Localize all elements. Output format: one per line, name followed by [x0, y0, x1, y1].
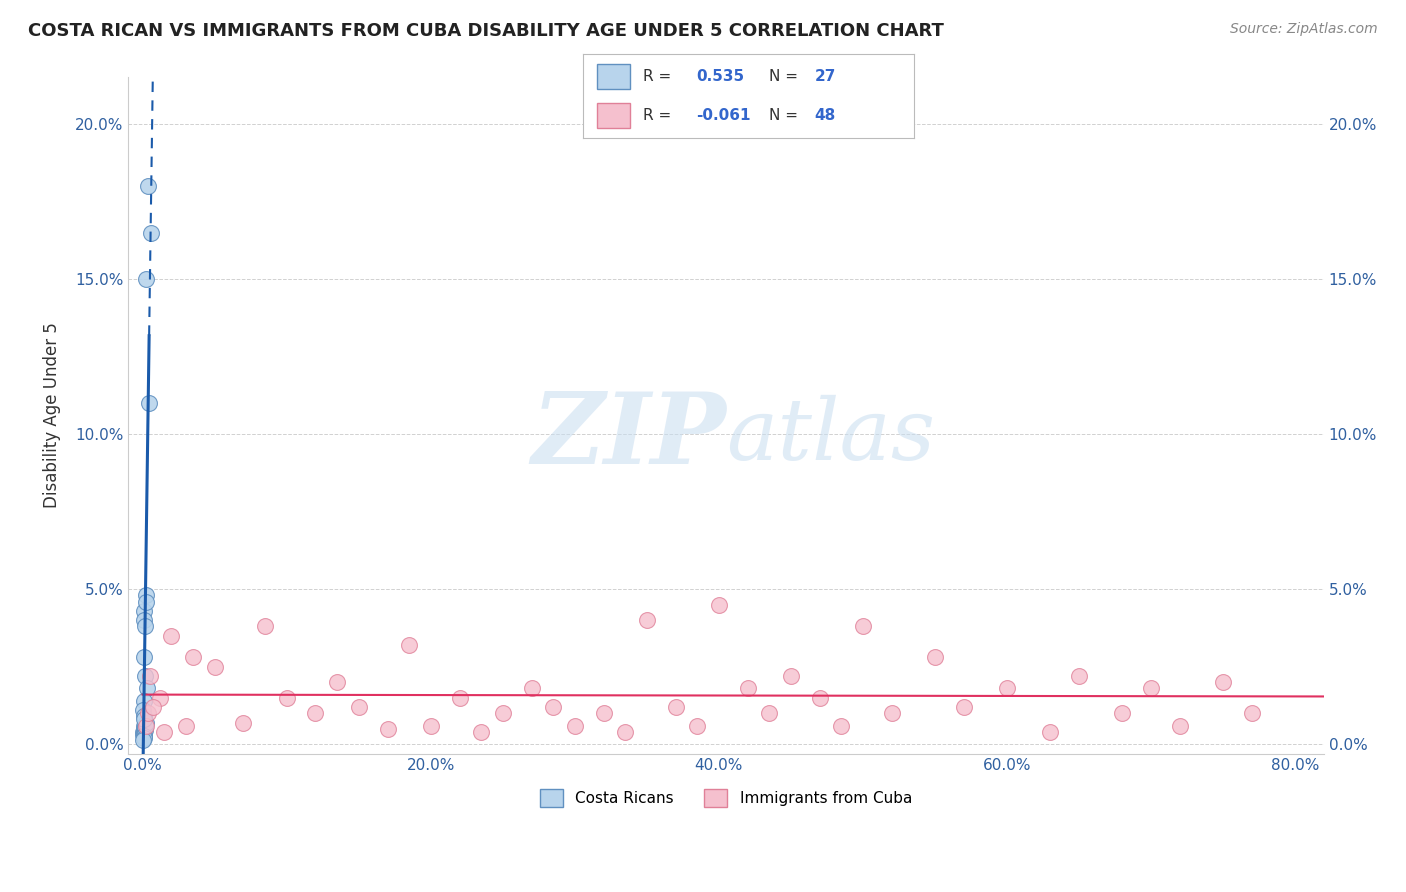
Point: [520, 681, 543, 696]
Point: [808, 690, 831, 705]
Point: [136, 179, 159, 194]
Point: [149, 690, 172, 705]
Point: [686, 718, 709, 732]
Point: [664, 700, 686, 714]
Point: [134, 650, 156, 665]
Point: [134, 720, 156, 734]
Point: [132, 709, 155, 723]
FancyBboxPatch shape: [596, 63, 630, 89]
Y-axis label: Disability Age Under 5: Disability Age Under 5: [44, 323, 60, 508]
Point: [132, 722, 155, 736]
Point: [153, 724, 176, 739]
Point: [139, 226, 162, 240]
Point: [1111, 706, 1133, 721]
Point: [132, 718, 155, 732]
Text: -0.061: -0.061: [696, 108, 751, 123]
Point: [1168, 718, 1191, 732]
Point: [232, 715, 254, 730]
Text: R =: R =: [643, 108, 676, 123]
Point: [135, 594, 157, 608]
Point: [398, 638, 420, 652]
Point: [952, 700, 974, 714]
Point: [174, 718, 197, 732]
Text: 48: 48: [815, 108, 837, 123]
Point: [830, 718, 852, 732]
Point: [132, 730, 155, 744]
Text: N =: N =: [769, 69, 803, 84]
Point: [592, 706, 614, 721]
Point: [135, 588, 157, 602]
Point: [276, 690, 298, 705]
Text: N =: N =: [769, 108, 803, 123]
Point: [134, 713, 156, 727]
Point: [304, 706, 326, 721]
Point: [254, 619, 277, 633]
Point: [138, 396, 160, 410]
FancyBboxPatch shape: [596, 103, 630, 128]
Legend: Costa Ricans, Immigrants from Cuba: Costa Ricans, Immigrants from Cuba: [534, 782, 918, 814]
Point: [204, 659, 226, 673]
Text: COSTA RICAN VS IMMIGRANTS FROM CUBA DISABILITY AGE UNDER 5 CORRELATION CHART: COSTA RICAN VS IMMIGRANTS FROM CUBA DISA…: [28, 22, 943, 40]
Point: [1039, 724, 1062, 739]
Point: [160, 629, 183, 643]
Point: [564, 718, 586, 732]
Point: [880, 706, 903, 721]
Point: [132, 613, 155, 627]
Point: [135, 718, 157, 732]
Point: [135, 272, 157, 286]
Point: [1240, 706, 1263, 721]
Point: [136, 681, 159, 696]
Text: 0.535: 0.535: [696, 69, 744, 84]
Point: [758, 706, 780, 721]
Point: [139, 669, 162, 683]
Point: [614, 724, 637, 739]
Point: [347, 700, 370, 714]
Text: atlas: atlas: [725, 394, 935, 477]
Point: [377, 722, 399, 736]
Point: [1067, 669, 1090, 683]
Point: [326, 675, 349, 690]
Point: [132, 694, 155, 708]
Point: [134, 669, 156, 683]
Text: ZIP: ZIP: [531, 387, 725, 484]
Point: [134, 723, 156, 738]
Point: [132, 732, 155, 747]
Point: [707, 598, 730, 612]
Point: [132, 728, 155, 742]
Point: [995, 681, 1018, 696]
Point: [492, 706, 515, 721]
Point: [138, 706, 160, 721]
Point: [181, 650, 204, 665]
Point: [737, 681, 759, 696]
Point: [779, 669, 801, 683]
Point: [470, 724, 492, 739]
Point: [132, 703, 155, 717]
Point: [924, 650, 946, 665]
Point: [1140, 681, 1163, 696]
Point: [636, 613, 658, 627]
Point: [132, 731, 155, 745]
Point: [132, 726, 155, 740]
Point: [134, 619, 156, 633]
Point: [449, 690, 471, 705]
Point: [142, 700, 165, 714]
Point: [852, 619, 875, 633]
Point: [132, 724, 155, 739]
Text: R =: R =: [643, 69, 676, 84]
Point: [541, 700, 564, 714]
Point: [135, 715, 157, 730]
Point: [1212, 675, 1234, 690]
Text: 27: 27: [815, 69, 837, 84]
Point: [419, 718, 441, 732]
Text: Source: ZipAtlas.com: Source: ZipAtlas.com: [1230, 22, 1378, 37]
Point: [132, 604, 155, 618]
